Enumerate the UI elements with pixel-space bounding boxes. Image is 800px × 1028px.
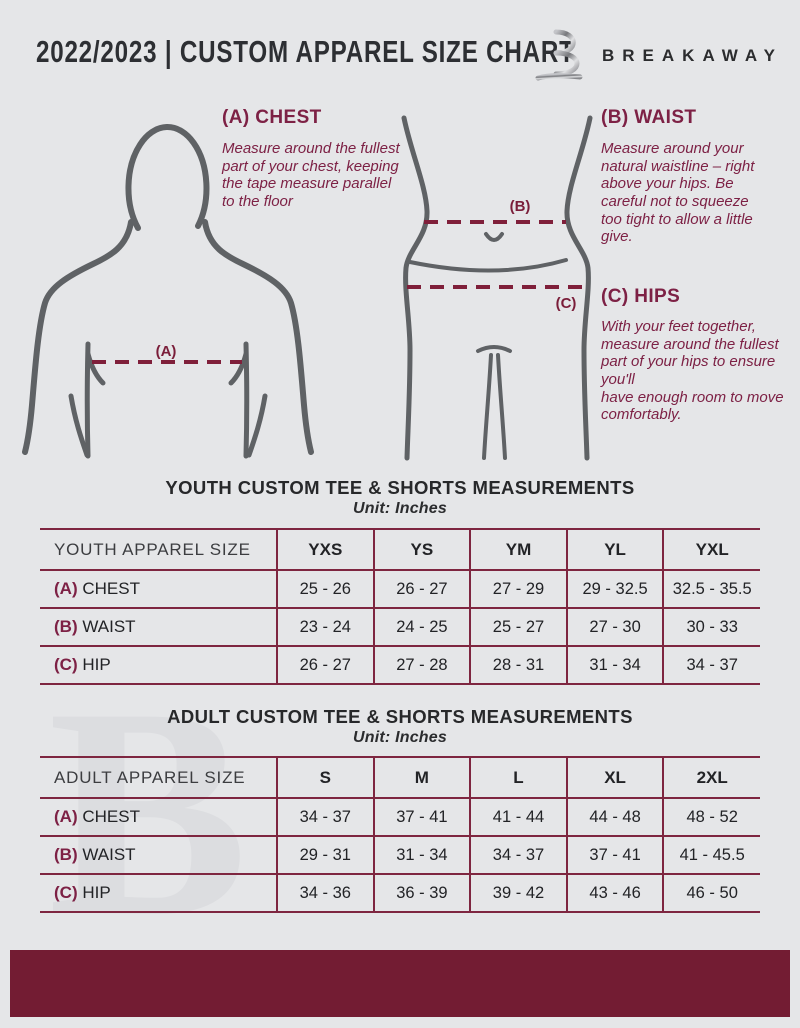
chest-marker-label: (A)	[156, 343, 177, 360]
column-header: YM	[469, 529, 567, 570]
column-header: YXS	[276, 529, 374, 570]
youth-size-table: YOUTH APPAREL SIZE YXS YS YM YL YXL (A) …	[40, 528, 760, 685]
size-cell: 31 - 34	[372, 836, 471, 874]
size-cell: 34 - 37	[276, 798, 374, 836]
chest-figure-illustration: (A)	[22, 124, 314, 459]
column-header: ADULT APPAREL SIZE	[54, 767, 246, 787]
size-cell: 26 - 27	[276, 646, 374, 684]
size-cell: 25 - 27	[469, 608, 567, 646]
table-row: (C) HIP 26 - 27 27 - 28 28 - 31 31 - 34 …	[40, 646, 760, 684]
table-row: (A) CHEST 25 - 26 26 - 27 27 - 29 29 - 3…	[40, 570, 760, 608]
size-cell: 39 - 42	[469, 874, 567, 912]
column-header: YS	[372, 529, 471, 570]
size-cell: 24 - 25	[372, 608, 471, 646]
brand-name: BREAKAWAY	[602, 46, 783, 65]
figure-hip-line	[408, 258, 568, 273]
column-header: XL	[565, 757, 664, 798]
watermark-letter: B	[48, 646, 249, 978]
column-header: M	[372, 757, 471, 798]
table-row: (B) WAIST 23 - 24 24 - 25 25 - 27 27 - 3…	[40, 608, 760, 646]
chest-guide-heading: (A) CHEST	[222, 107, 322, 128]
figure-head	[125, 124, 210, 231]
footer-bar	[10, 950, 790, 1017]
size-cell: 48 - 52	[662, 798, 760, 836]
adult-section-title: ADULT CUSTOM TEE & SHORTS MEASUREMENTS	[167, 706, 633, 727]
table-row: (B) WAIST 29 - 31 31 - 34 34 - 37 37 - 4…	[40, 836, 760, 874]
size-cell: 26 - 27	[372, 570, 471, 608]
table-row: (C) HIP 34 - 36 36 - 39 39 - 42 43 - 46 …	[40, 874, 760, 912]
size-cell: 29 - 31	[276, 836, 374, 874]
size-cell: 25 - 26	[276, 570, 374, 608]
breakaway-logo-icon	[535, 29, 583, 81]
size-cell: 29 - 32.5	[565, 570, 664, 608]
size-cell: 23 - 24	[276, 608, 374, 646]
measure-label-cell: (B) WAIST	[54, 845, 136, 864]
column-header: YOUTH APPAREL SIZE	[54, 539, 251, 559]
size-cell: 28 - 31	[469, 646, 567, 684]
size-cell: 34 - 37	[469, 836, 567, 874]
waist-guide-heading: (B) WAIST	[601, 107, 697, 128]
figure-crotch	[476, 345, 512, 353]
size-cell: 27 - 30	[565, 608, 664, 646]
waist-guide-text: Measure around your natural waistline – …	[601, 140, 755, 246]
size-cell: 41 - 44	[469, 798, 567, 836]
youth-unit-label: Unit: Inches	[353, 500, 447, 517]
size-cell: 34 - 37	[662, 646, 760, 684]
hips-guide-text: With your feet together, measure around …	[601, 318, 784, 424]
size-cell: 43 - 46	[565, 874, 664, 912]
column-header: 2XL	[662, 757, 760, 798]
size-cell: 37 - 41	[372, 798, 471, 836]
size-cell: 41 - 45.5	[662, 836, 760, 874]
page-title: 2022/2023 | CUSTOM APPAREL SIZE CHART	[36, 34, 575, 69]
size-cell: 36 - 39	[372, 874, 471, 912]
measure-label-cell: (C) HIP	[54, 883, 111, 902]
measure-label-cell: (C) HIP	[54, 655, 111, 674]
size-cell: 37 - 41	[565, 836, 664, 874]
figure-navel	[484, 232, 504, 242]
size-cell: 30 - 33	[662, 608, 760, 646]
measure-label-cell: (A) CHEST	[54, 807, 140, 826]
column-header: YL	[565, 529, 664, 570]
column-header: YXL	[662, 529, 760, 570]
chest-guide-text: Measure around the fullest part of your …	[222, 140, 400, 211]
size-cell: 46 - 50	[662, 874, 760, 912]
adult-header-row: ADULT APPAREL SIZE S M L XL 2XL	[40, 757, 760, 798]
measure-label-cell: (B) WAIST	[54, 617, 136, 636]
size-cell: 32.5 - 35.5	[662, 570, 760, 608]
youth-section-title: YOUTH CUSTOM TEE & SHORTS MEASUREMENTS	[165, 477, 635, 498]
youth-header-row: YOUTH APPAREL SIZE YXS YS YM YL YXL	[40, 529, 760, 570]
table-row: (A) CHEST 34 - 37 37 - 41 41 - 44 44 - 4…	[40, 798, 760, 836]
size-cell: 44 - 48	[565, 798, 664, 836]
waist-marker-label: (B)	[510, 198, 531, 215]
size-cell: 27 - 28	[372, 646, 471, 684]
hips-marker-label: (C)	[556, 295, 577, 312]
adult-unit-label: Unit: Inches	[353, 729, 447, 746]
waist-hips-figure-illustration: (B) (C)	[401, 115, 593, 461]
hips-guide-heading: (C) HIPS	[601, 286, 681, 307]
size-cell: 27 - 29	[469, 570, 567, 608]
size-cell: 34 - 36	[276, 874, 374, 912]
column-header: L	[469, 757, 567, 798]
column-header: S	[276, 757, 374, 798]
adult-size-table: ADULT APPAREL SIZE S M L XL 2XL (A) CHES…	[40, 756, 760, 913]
measure-label-cell: (A) CHEST	[54, 579, 140, 598]
brand-block: BREAKAWAY	[534, 24, 783, 82]
size-cell: 31 - 34	[565, 646, 664, 684]
